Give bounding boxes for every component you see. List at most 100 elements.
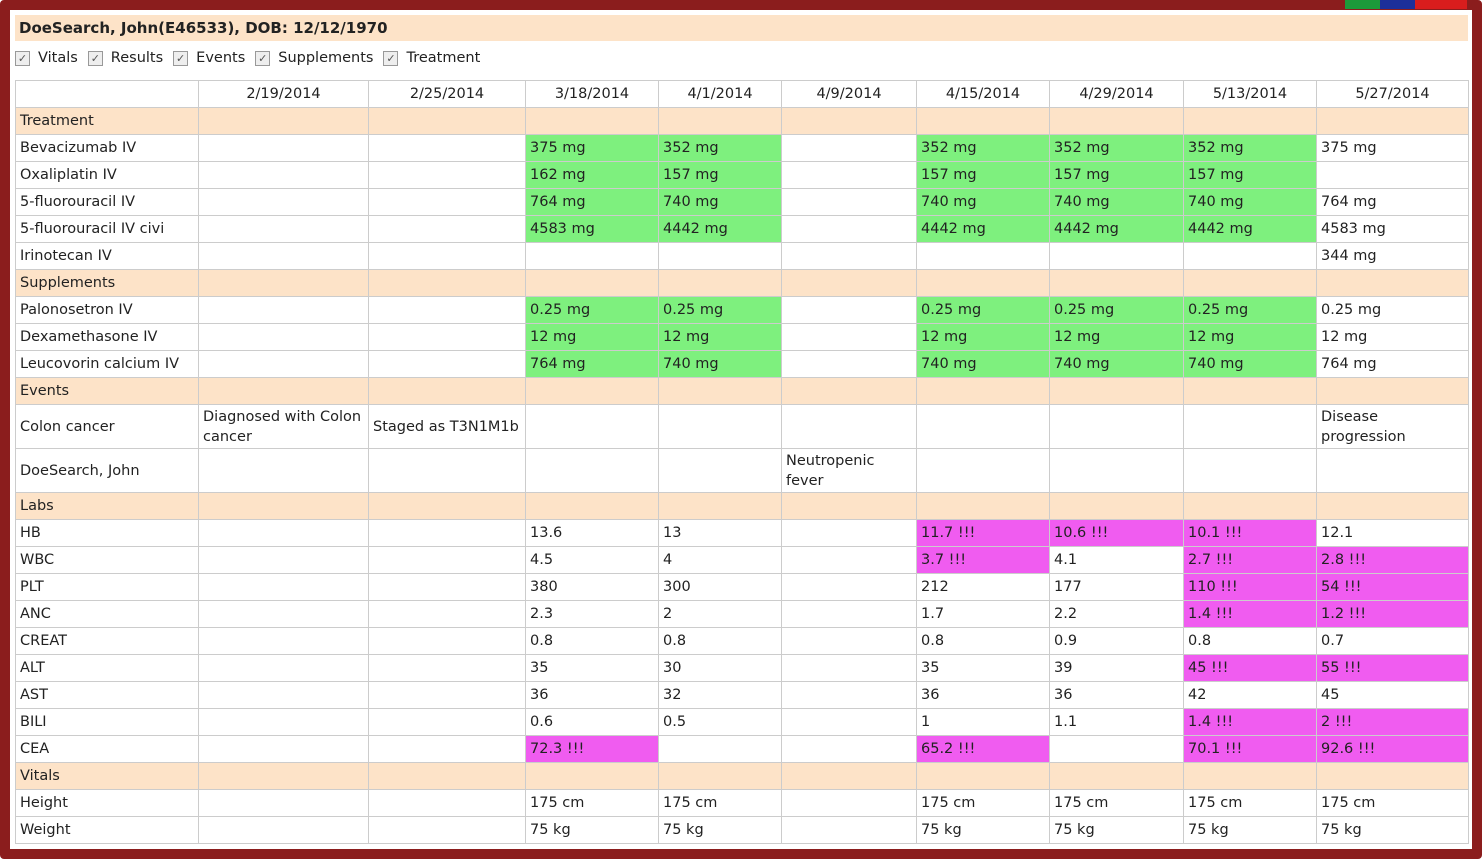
section-cell <box>781 762 917 790</box>
cell: 4583 mg <box>525 215 659 243</box>
cell: 70.1 !!! <box>1183 735 1317 763</box>
flag-blue <box>1380 0 1415 9</box>
filter-checkbox[interactable]: ✓ Results <box>87 50 163 66</box>
checkbox[interactable]: ✓ <box>173 50 189 66</box>
data-row: Irinotecan IV 344 mg <box>15 242 1469 270</box>
cell: 1 <box>916 708 1050 736</box>
section-title: Events <box>15 377 199 405</box>
cell: 75 kg <box>525 816 659 844</box>
section-cell <box>1183 269 1317 297</box>
cell: 740 mg <box>1049 350 1184 378</box>
cell <box>658 404 782 449</box>
cell <box>1049 404 1184 449</box>
cell <box>781 242 917 270</box>
cell: 10.1 !!! <box>1183 519 1317 547</box>
cell <box>368 546 526 574</box>
date-header: 2/25/2014 <box>368 80 526 108</box>
section-row: Supplements <box>15 269 1469 297</box>
cell <box>198 573 369 601</box>
cell <box>198 654 369 682</box>
cell: 175 cm <box>658 789 782 817</box>
cell: 300 <box>658 573 782 601</box>
cell: 4583 mg <box>1316 215 1469 243</box>
filter-checkbox[interactable]: ✓ Events <box>173 50 245 66</box>
filter-checkbox[interactable]: ✓ Treatment <box>383 50 480 66</box>
section-cell <box>525 762 659 790</box>
cell <box>198 188 369 216</box>
cell <box>781 627 917 655</box>
cell: 13 <box>658 519 782 547</box>
data-row: Dexamethasone IV 12 mg 12 mg 12 mg 12 mg 12 m… <box>15 323 1469 351</box>
section-cell <box>916 492 1050 520</box>
flag-green <box>1345 0 1380 9</box>
cell <box>781 600 917 628</box>
cell: 764 mg <box>1316 188 1469 216</box>
section-cell <box>1049 377 1184 405</box>
filter-label: Treatment <box>406 50 481 66</box>
cell: 36 <box>525 681 659 709</box>
cell <box>368 188 526 216</box>
date-header: 3/18/2014 <box>525 80 659 108</box>
checkbox[interactable]: ✓ <box>255 50 271 66</box>
cell: 11.7 !!! <box>916 519 1050 547</box>
cell: 157 mg <box>658 161 782 189</box>
cell: 740 mg <box>1049 188 1184 216</box>
row-label: Dexamethasone IV <box>15 323 199 351</box>
cell: 2.7 !!! <box>1183 546 1317 574</box>
cell: 0.25 mg <box>525 296 659 324</box>
cell: 0.8 <box>1183 627 1317 655</box>
cell <box>198 161 369 189</box>
cell: 55 !!! <box>1316 654 1469 682</box>
header-row: 2/19/2014 2/25/2014 3/18/2014 4/1/2014 4/9/2… <box>15 80 1469 108</box>
section-cell <box>525 269 659 297</box>
section-cell <box>1316 269 1469 297</box>
cell: 54 !!! <box>1316 573 1469 601</box>
row-label: PLT <box>15 573 199 601</box>
cell: 740 mg <box>658 350 782 378</box>
cell: 0.9 <box>1049 627 1184 655</box>
data-row: Bevacizumab IV 375 mg 352 mg 352 mg 352 mg 35… <box>15 134 1469 162</box>
filter-checkbox[interactable]: ✓ Vitals <box>15 50 78 66</box>
date-header: 4/29/2014 <box>1049 80 1184 108</box>
section-cell <box>368 269 526 297</box>
cell: 75 kg <box>916 816 1050 844</box>
cell: 4442 mg <box>1049 215 1184 243</box>
cell <box>368 708 526 736</box>
timeline-table: 2/19/2014 2/25/2014 3/18/2014 4/1/2014 4/9/2… <box>15 80 1469 844</box>
cell <box>658 735 782 763</box>
cell: 72.3 !!! <box>525 735 659 763</box>
cell: 1.1 <box>1049 708 1184 736</box>
cell <box>368 134 526 162</box>
filter-checkbox[interactable]: ✓ Supplements <box>255 50 373 66</box>
data-row: Palonosetron IV 0.25 mg 0.25 mg 0.25 mg 0.25… <box>15 296 1469 324</box>
cell <box>781 816 917 844</box>
section-cell <box>1049 492 1184 520</box>
cell <box>198 816 369 844</box>
cell: 2.8 !!! <box>1316 546 1469 574</box>
cell: 4.5 <box>525 546 659 574</box>
cell <box>781 654 917 682</box>
cell: 12 mg <box>1183 323 1317 351</box>
cell <box>781 708 917 736</box>
cell: 4442 mg <box>916 215 1050 243</box>
section-cell <box>781 377 917 405</box>
checkbox[interactable]: ✓ <box>87 50 103 66</box>
cell <box>198 600 369 628</box>
section-cell <box>198 492 369 520</box>
data-row: ALT 35 30 35 39 45 !!! 55 !!! <box>15 654 1469 682</box>
cell <box>198 789 369 817</box>
section-cell <box>525 107 659 135</box>
section-cell <box>781 269 917 297</box>
cell <box>781 323 917 351</box>
checkbox[interactable]: ✓ <box>383 50 399 66</box>
row-label: Colon cancer <box>15 404 199 449</box>
cell: 75 kg <box>658 816 782 844</box>
cell: 157 mg <box>1049 161 1184 189</box>
section-cell <box>525 377 659 405</box>
section-cell <box>658 762 782 790</box>
cell: 4442 mg <box>658 215 782 243</box>
cell: 2 !!! <box>1316 708 1469 736</box>
data-row: CREAT 0.8 0.8 0.8 0.9 0.8 0.7 <box>15 627 1469 655</box>
section-cell <box>1049 762 1184 790</box>
checkbox[interactable]: ✓ <box>15 50 30 66</box>
